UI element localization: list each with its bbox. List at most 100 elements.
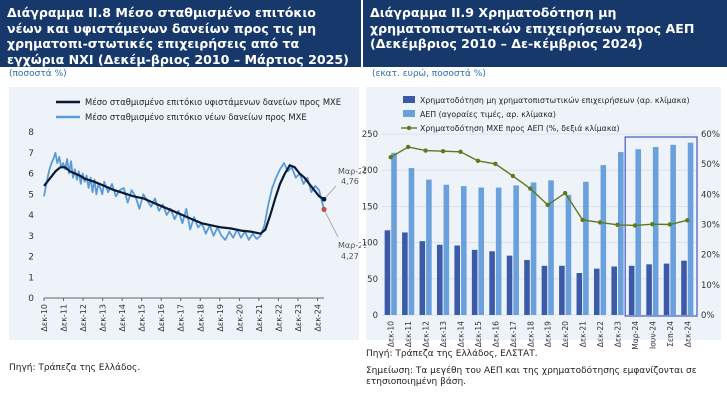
bar-gdp bbox=[618, 152, 624, 315]
ratio-point bbox=[580, 217, 585, 223]
bar-gdp bbox=[565, 194, 572, 315]
x-tick-label: Δεκ-12 bbox=[422, 321, 431, 347]
left-chart-title: Διάγραμμα ΙΙ.8 Μέσο σταθμισμένο επιτόκιο… bbox=[0, 0, 361, 67]
annotation-label: Μαρ-25 bbox=[338, 167, 368, 176]
right-unit-label: (εκατ. ευρώ, ποσοστά %) bbox=[372, 69, 486, 79]
x-tick-label: Δεκ-10 bbox=[40, 304, 49, 332]
y-tick-label: 4 bbox=[28, 211, 34, 221]
ratio-point bbox=[440, 148, 446, 154]
ratio-point bbox=[545, 202, 550, 208]
y2-tick-label: 60% bbox=[701, 130, 720, 140]
bar-financing bbox=[681, 260, 687, 315]
x-tick-label: Δεκ-13 bbox=[99, 304, 108, 332]
x-tick-label: Δεκ-13 bbox=[439, 321, 448, 347]
annotation-marker bbox=[321, 206, 327, 212]
annotation-value: 4,27 bbox=[341, 252, 359, 261]
y-tick-label: 0 bbox=[373, 311, 378, 321]
bar-gdp bbox=[391, 152, 397, 315]
series-line-new-loans bbox=[43, 151, 325, 241]
bar-gdp bbox=[443, 184, 450, 315]
bar-gdp bbox=[687, 142, 694, 315]
x-tick-label: Δεκ-10 bbox=[387, 321, 396, 347]
bar-financing bbox=[663, 263, 670, 315]
bar-financing bbox=[576, 273, 583, 315]
legend-marker bbox=[406, 125, 412, 131]
y-tick-label: 250 bbox=[362, 130, 378, 140]
bar-financing bbox=[593, 268, 600, 315]
y2-tick-label: 40% bbox=[701, 190, 720, 200]
y-tick-label: 50 bbox=[367, 275, 378, 285]
bar-gdp bbox=[548, 180, 554, 315]
x-tick-label: Δεκ-18 bbox=[526, 321, 535, 347]
x-tick-label: Σεπ-24 bbox=[666, 321, 675, 347]
legend-label: ΑΕΠ (αγοραίες τιμές, αρ. κλίμακα) bbox=[420, 110, 556, 119]
x-tick-label: Δεκ-15 bbox=[138, 304, 147, 332]
bar-gdp bbox=[635, 149, 642, 315]
bar-gdp bbox=[600, 165, 607, 315]
right-note: Σημείωση: Τα μεγέθη του ΑΕΠ και της χρημ… bbox=[366, 366, 697, 387]
ratio-point bbox=[475, 158, 481, 164]
bar-gdp bbox=[478, 187, 485, 315]
ratio-point bbox=[667, 222, 673, 227]
y2-tick-label: 10% bbox=[701, 281, 720, 291]
y-tick-label: 2 bbox=[28, 253, 34, 263]
x-tick-label: Δεκ-14 bbox=[118, 304, 127, 332]
annotation-leader bbox=[323, 209, 339, 238]
bar-gdp bbox=[495, 187, 502, 315]
y-tick-label: 100 bbox=[362, 239, 378, 249]
bar-gdp bbox=[583, 181, 589, 315]
x-tick-label: Δεκ-21 bbox=[255, 304, 264, 332]
bar-gdp bbox=[652, 147, 659, 315]
bar-gdp bbox=[461, 186, 467, 315]
ratio-point bbox=[615, 222, 620, 228]
x-tick-label: Δεκ-18 bbox=[196, 304, 205, 332]
annotation-value: 4,76 bbox=[341, 177, 359, 186]
ratio-point bbox=[597, 220, 603, 225]
x-tick-label: Δεκ-23 bbox=[294, 304, 303, 332]
left-panel: Διάγραμμα ΙΙ.8 Μέσο σταθμισμένο επιτόκιο… bbox=[0, 0, 368, 400]
ratio-point bbox=[685, 218, 690, 223]
x-tick-label: Δεκ-16 bbox=[157, 304, 166, 332]
x-tick-label: Δεκ-11 bbox=[404, 321, 413, 347]
x-tick-label: Δεκ-20 bbox=[561, 321, 570, 347]
left-line-chart: 0 1 2 3 4 5 6 7 8 Δεκ-10 Δεκ-11 Δεκ-12 Δεκ-13 Δεκ-14 Δ… bbox=[28, 97, 368, 332]
bar-financing bbox=[506, 255, 513, 315]
bar-financing bbox=[646, 264, 652, 315]
y-tick-label: 8 bbox=[28, 128, 34, 138]
legend-swatch bbox=[403, 110, 415, 117]
x-tick-label: Δεκ-24 bbox=[313, 304, 322, 332]
legend-label: Χρηματοδότηση ΜΧΕ προς ΑΕΠ (%, δεξιά κλί… bbox=[420, 124, 620, 133]
x-tick-label: Δεκ-17 bbox=[509, 321, 518, 347]
bar-gdp bbox=[426, 179, 432, 315]
x-tick-label: Δεκ-17 bbox=[177, 304, 186, 332]
ratio-point bbox=[493, 161, 498, 167]
x-tick-label: Δεκ-23 bbox=[614, 321, 623, 347]
bar-financing bbox=[471, 249, 478, 315]
bar-financing bbox=[384, 230, 391, 315]
y2-tick-label: 0% bbox=[701, 311, 715, 321]
x-tick-label: Ιουν-24 bbox=[648, 321, 657, 349]
ratio-point bbox=[562, 190, 568, 196]
x-tick-label: Δεκ-22 bbox=[596, 321, 605, 347]
y-tick-label: 3 bbox=[28, 232, 34, 242]
x-tick-label: Δεκ-24 bbox=[683, 321, 692, 347]
y-tick-label: 6 bbox=[28, 170, 34, 180]
right-bar-chart: 0 50 100 150 200 250 0% 10% 20% 30% 40% 50% 60% Δεκ-1… bbox=[362, 96, 720, 350]
right-panel: Διάγραμμα ΙΙ.9 Χρηματοδότηση μη χρηματοπ… bbox=[362, 0, 727, 400]
legend-label: Μέσο σταθμισμένο επιτόκιο νέων δανείων π… bbox=[85, 112, 307, 122]
y2-tick-label: 30% bbox=[701, 221, 720, 231]
y-tick-label: 0 bbox=[28, 294, 34, 304]
series-line-ratio bbox=[390, 146, 688, 227]
bar-gdp bbox=[530, 182, 537, 315]
series-line-existing-loans bbox=[43, 164, 325, 235]
x-tick-label: Δεκ-11 bbox=[60, 304, 69, 332]
bar-financing bbox=[524, 259, 530, 315]
x-tick-label: Μαρ-24 bbox=[631, 321, 640, 350]
bar-financing bbox=[436, 244, 443, 315]
legend-swatch bbox=[403, 96, 415, 103]
bar-financing bbox=[541, 265, 548, 315]
y-tick-label: 150 bbox=[362, 202, 378, 212]
x-tick-label: Δεκ-21 bbox=[579, 321, 588, 347]
legend-label: Χρηματοδότηση μη χρηματοπιστωτικών επιχε… bbox=[420, 96, 690, 105]
ratio-point bbox=[423, 148, 428, 153]
